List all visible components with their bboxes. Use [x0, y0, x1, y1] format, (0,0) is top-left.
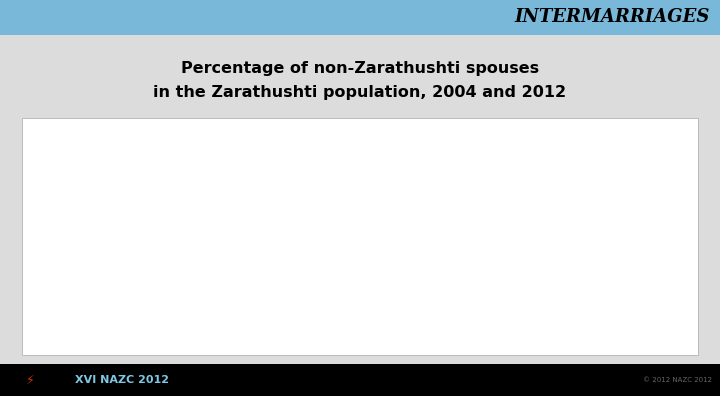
Text: in the Zarathushti population, 2004 and 2012: in the Zarathushti population, 2004 and …	[153, 86, 567, 101]
Text: ⚡: ⚡	[26, 373, 35, 386]
Bar	[0, 35, 720, 364]
Text: XVI NAZC 2012: XVI NAZC 2012	[75, 375, 169, 385]
Bar	[0, 364, 720, 396]
Text: INTERMARRIAGES: INTERMARRIAGES	[515, 8, 710, 27]
Text: © 2012 NAZC 2012: © 2012 NAZC 2012	[643, 377, 712, 383]
Bar	[0, 0, 720, 35]
Text: Percentage of non-Zarathushti spouses: Percentage of non-Zarathushti spouses	[181, 61, 539, 76]
Bar	[22, 118, 698, 355]
